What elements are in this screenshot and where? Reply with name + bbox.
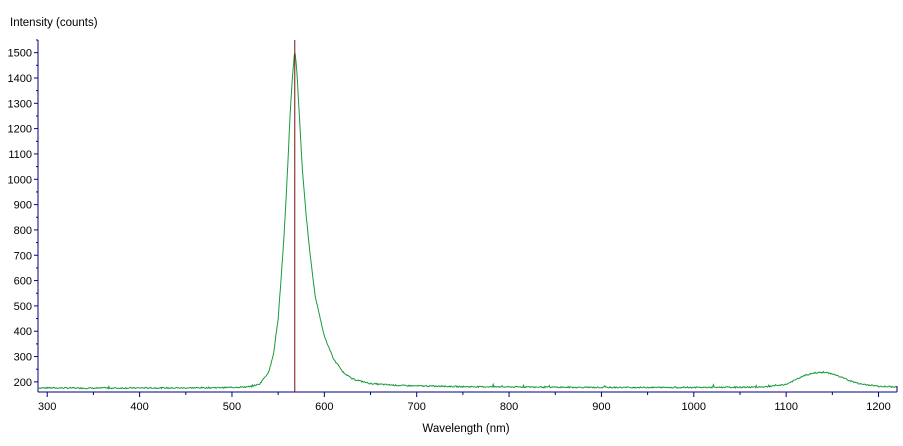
x-tick-label: 500: [223, 401, 241, 413]
y-tick-label: 800: [14, 225, 32, 237]
y-tick-label: 1300: [8, 98, 32, 110]
y-axis-title: Intensity (counts): [10, 17, 98, 29]
y-tick-label: 600: [14, 276, 32, 288]
x-tick-label: 900: [592, 401, 610, 413]
y-tick-label: 1200: [8, 124, 32, 136]
y-tick-label: 1400: [8, 73, 32, 85]
y-tick-label: 200: [14, 377, 32, 389]
x-axis-title: Wavelength (nm): [422, 423, 509, 435]
x-tick-label: 700: [408, 401, 426, 413]
x-tick-label: 800: [500, 401, 518, 413]
x-axis-ticks: 300 400 500 600 700 800 900 1000 1100 1200: [38, 392, 891, 413]
y-tick-label: 400: [14, 326, 32, 338]
y-tick-label: 1100: [8, 149, 32, 161]
x-tick-label: 1200: [866, 401, 890, 413]
spectrum-line: [37, 52, 898, 390]
y-tick-label: 700: [14, 250, 32, 262]
y-tick-label: 900: [14, 200, 32, 212]
y-tick-label: 1500: [8, 48, 32, 60]
x-tick-label: 300: [38, 401, 56, 413]
y-tick-label: 300: [14, 352, 32, 364]
y-tick-label: 500: [14, 301, 32, 313]
x-tick-label: 1000: [682, 401, 706, 413]
x-tick-label: 400: [130, 401, 148, 413]
y-tick-label: 1000: [8, 174, 32, 186]
x-tick-label: 1100: [774, 401, 798, 413]
y-axis-ticks: 200 300 400 500 600 700 800 900 1000 1100 1200 1300…: [8, 39, 38, 389]
x-tick-label: 600: [315, 401, 333, 413]
